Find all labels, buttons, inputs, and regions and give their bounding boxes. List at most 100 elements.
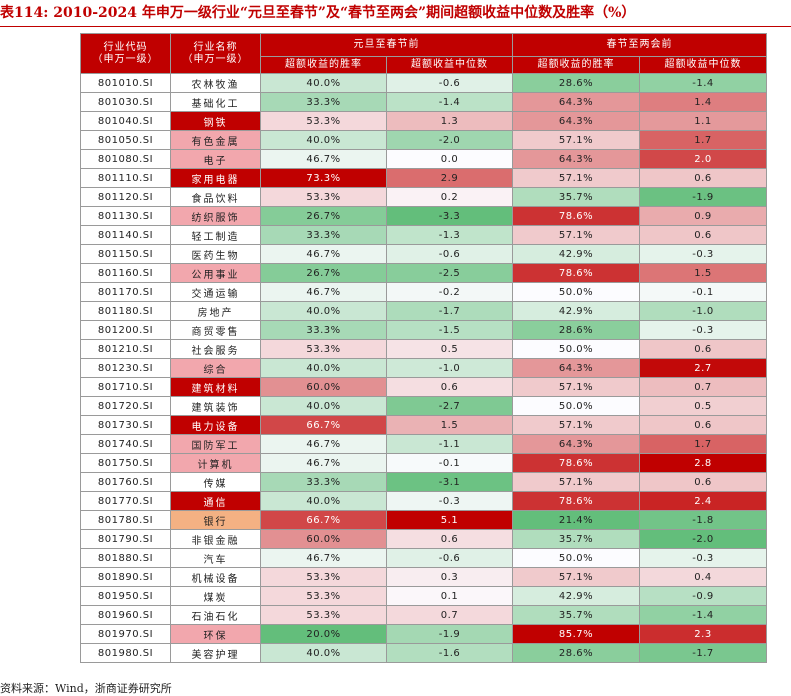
- median-springfestival-cell: -0.3: [639, 244, 767, 264]
- median-newyear-cell: 0.1: [386, 586, 513, 606]
- industry-name-cell: 房地产: [170, 301, 261, 321]
- median-newyear-cell: -1.1: [386, 434, 513, 454]
- industry-name-cell: 交通运输: [170, 282, 261, 302]
- winrate-springfestival-cell: 64.3%: [512, 358, 640, 378]
- table-row: 801230.SI 综合 40.0% -1.0 64.3% 2.7: [80, 358, 767, 378]
- median-newyear-cell: -0.1: [386, 453, 513, 473]
- industry-name-cell: 电子: [170, 149, 261, 169]
- industry-code-cell: 801720.SI: [80, 396, 171, 416]
- table-row: 801040.SI 钢铁 53.3% 1.3 64.3% 1.1: [80, 111, 767, 131]
- winrate-springfestival-cell: 78.6%: [512, 263, 640, 283]
- winrate-newyear-cell: 66.7%: [260, 415, 387, 435]
- header-code: 行业代码 （申万一级）: [80, 33, 171, 74]
- winrate-newyear-cell: 53.3%: [260, 586, 387, 606]
- industry-table: 行业代码 （申万一级） 行业名称 （申万一级） 元旦至春节前 春节至两会前 超额…: [80, 33, 767, 663]
- winrate-newyear-cell: 46.7%: [260, 244, 387, 264]
- industry-name-cell: 环保: [170, 624, 261, 644]
- winrate-springfestival-cell: 78.6%: [512, 453, 640, 473]
- winrate-springfestival-cell: 28.6%: [512, 643, 640, 663]
- median-newyear-cell: -0.6: [386, 73, 513, 93]
- industry-name-cell: 美容护理: [170, 643, 261, 663]
- industry-code-cell: 801230.SI: [80, 358, 171, 378]
- table-row: 801140.SI 轻工制造 33.3% -1.3 57.1% 0.6: [80, 225, 767, 245]
- industry-code-cell: 801710.SI: [80, 377, 171, 397]
- winrate-springfestival-cell: 57.1%: [512, 130, 640, 150]
- industry-name-cell: 通信: [170, 491, 261, 511]
- industry-name-cell: 综合: [170, 358, 261, 378]
- industry-name-cell: 商贸零售: [170, 320, 261, 340]
- median-springfestival-cell: 2.8: [639, 453, 767, 473]
- header-code-line2: （申万一级）: [92, 53, 159, 65]
- median-newyear-cell: -0.2: [386, 282, 513, 302]
- table-row: 801080.SI 电子 46.7% 0.0 64.3% 2.0: [80, 149, 767, 169]
- industry-code-cell: 801950.SI: [80, 586, 171, 606]
- median-newyear-cell: -0.3: [386, 491, 513, 511]
- table-row: 801880.SI 汽车 46.7% -0.6 50.0% -0.3: [80, 548, 767, 568]
- median-newyear-cell: 1.3: [386, 111, 513, 131]
- industry-code-cell: 801770.SI: [80, 491, 171, 511]
- winrate-springfestival-cell: 78.6%: [512, 206, 640, 226]
- median-springfestival-cell: 0.9: [639, 206, 767, 226]
- winrate-newyear-cell: 46.7%: [260, 453, 387, 473]
- median-springfestival-cell: 0.5: [639, 396, 767, 416]
- winrate-springfestival-cell: 57.1%: [512, 567, 640, 587]
- table-row: 801730.SI 电力设备 66.7% 1.5 57.1% 0.6: [80, 415, 767, 435]
- industry-name-cell: 计算机: [170, 453, 261, 473]
- median-newyear-cell: -3.3: [386, 206, 513, 226]
- industry-code-cell: 801200.SI: [80, 320, 171, 340]
- industry-code-cell: 801110.SI: [80, 168, 171, 188]
- median-newyear-cell: -1.0: [386, 358, 513, 378]
- winrate-newyear-cell: 40.0%: [260, 358, 387, 378]
- industry-code-cell: 801040.SI: [80, 111, 171, 131]
- table-row: 801780.SI 银行 66.7% 5.1 21.4% -1.8: [80, 510, 767, 530]
- median-newyear-cell: -3.1: [386, 472, 513, 492]
- industry-code-cell: 801030.SI: [80, 92, 171, 112]
- winrate-springfestival-cell: 35.7%: [512, 605, 640, 625]
- industry-code-cell: 801180.SI: [80, 301, 171, 321]
- industry-name-cell: 社会服务: [170, 339, 261, 359]
- header-name-line2: （申万一级）: [182, 53, 249, 65]
- winrate-springfestival-cell: 35.7%: [512, 187, 640, 207]
- winrate-springfestival-cell: 64.3%: [512, 149, 640, 169]
- table-row: 801110.SI 家用电器 73.3% 2.9 57.1% 0.6: [80, 168, 767, 188]
- winrate-springfestival-cell: 42.9%: [512, 244, 640, 264]
- source-note: 资料来源：Wind，浙商证券研究所: [0, 682, 172, 695]
- table-row: 801210.SI 社会服务 53.3% 0.5 50.0% 0.6: [80, 339, 767, 359]
- table-row: 801750.SI 计算机 46.7% -0.1 78.6% 2.8: [80, 453, 767, 473]
- median-springfestival-cell: -1.9: [639, 187, 767, 207]
- industry-code-cell: 801880.SI: [80, 548, 171, 568]
- median-newyear-cell: 0.6: [386, 529, 513, 549]
- winrate-newyear-cell: 46.7%: [260, 434, 387, 454]
- industry-name-cell: 银行: [170, 510, 261, 530]
- median-springfestival-cell: 1.7: [639, 434, 767, 454]
- winrate-newyear-cell: 33.3%: [260, 225, 387, 245]
- winrate-newyear-cell: 53.3%: [260, 567, 387, 587]
- industry-code-cell: 801890.SI: [80, 567, 171, 587]
- median-springfestival-cell: -1.7: [639, 643, 767, 663]
- winrate-newyear-cell: 53.3%: [260, 111, 387, 131]
- winrate-springfestival-cell: 28.6%: [512, 73, 640, 93]
- winrate-springfestival-cell: 57.1%: [512, 225, 640, 245]
- table-row: 801200.SI 商贸零售 33.3% -1.5 28.6% -0.3: [80, 320, 767, 340]
- winrate-newyear-cell: 40.0%: [260, 73, 387, 93]
- median-springfestival-cell: 1.4: [639, 92, 767, 112]
- median-newyear-cell: 0.7: [386, 605, 513, 625]
- winrate-newyear-cell: 46.7%: [260, 548, 387, 568]
- table-row: 801890.SI 机械设备 53.3% 0.3 57.1% 0.4: [80, 567, 767, 587]
- industry-name-cell: 国防军工: [170, 434, 261, 454]
- winrate-springfestival-cell: 57.1%: [512, 472, 640, 492]
- table-row: 801120.SI 食品饮料 53.3% 0.2 35.7% -1.9: [80, 187, 767, 207]
- winrate-springfestival-cell: 28.6%: [512, 320, 640, 340]
- industry-name-cell: 钢铁: [170, 111, 261, 131]
- industry-name-cell: 机械设备: [170, 567, 261, 587]
- median-newyear-cell: 0.6: [386, 377, 513, 397]
- table-row: 801980.SI 美容护理 40.0% -1.6 28.6% -1.7: [80, 643, 767, 663]
- median-springfestival-cell: -1.8: [639, 510, 767, 530]
- median-newyear-cell: -2.7: [386, 396, 513, 416]
- winrate-newyear-cell: 40.0%: [260, 396, 387, 416]
- median-newyear-cell: -2.0: [386, 130, 513, 150]
- header-name-line1: 行业名称: [193, 41, 238, 53]
- winrate-newyear-cell: 33.3%: [260, 472, 387, 492]
- winrate-newyear-cell: 40.0%: [260, 301, 387, 321]
- winrate-newyear-cell: 40.0%: [260, 491, 387, 511]
